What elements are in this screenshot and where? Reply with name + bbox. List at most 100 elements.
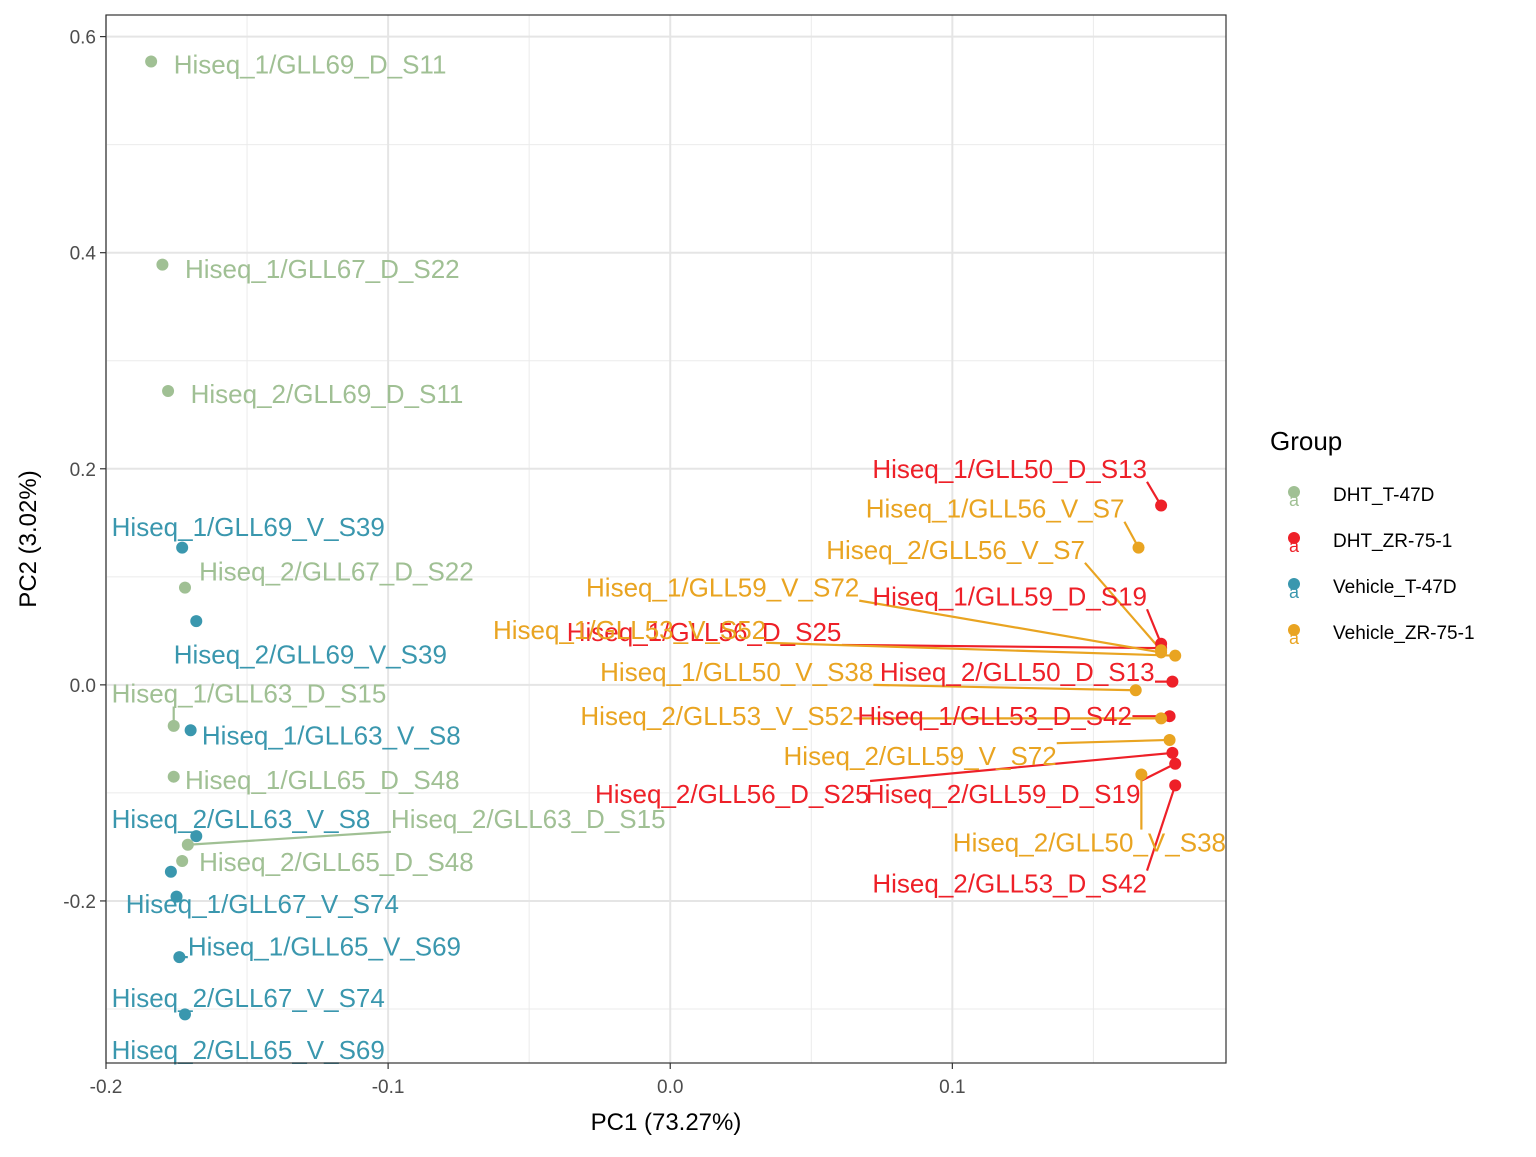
scatter-point — [178, 581, 191, 594]
label-leader-line — [1084, 562, 1162, 652]
x-tick-label: 0.0 — [657, 1077, 683, 1098]
scatter-point — [190, 830, 203, 843]
scatter-point — [176, 854, 189, 867]
scatter-point — [1135, 768, 1148, 781]
scatter-point — [170, 890, 183, 903]
scatter-point — [173, 951, 186, 964]
y-axis-title: PC2 (3.02%) — [15, 470, 42, 607]
scatter-point — [1129, 684, 1142, 697]
label-leader-line — [869, 751, 1173, 783]
label-leader-line — [1140, 762, 1176, 782]
legend-key-point — [1288, 624, 1300, 636]
point-label: Hiseq_2/GLL53_D_S42 — [872, 869, 1147, 899]
label-leader-line — [766, 641, 1176, 657]
legend-entry-label: DHT_ZR-75-1 — [1333, 531, 1452, 552]
scatter-point — [145, 55, 158, 68]
point-label: Hiseq_1/GLL65_D_S48 — [185, 765, 460, 795]
point-label: Hiseq_1/GLL50_D_S13 — [872, 454, 1147, 484]
point-label: Hiseq_2/GLL67_V_S74 — [112, 983, 385, 1013]
point-label: Hiseq_2/GLL56_V_S7 — [826, 535, 1085, 565]
point-label: Hiseq_2/GLL59_V_S72 — [784, 741, 1057, 771]
legend-key-glyph: a — [1289, 628, 1300, 648]
scatter-point — [1166, 675, 1179, 688]
point-label: Hiseq_2/GLL56_D_S25 — [595, 779, 870, 809]
point-label: Hiseq_2/GLL65_V_S69 — [112, 1035, 385, 1065]
point-labels: Hiseq_1/GLL69_D_S11 Hiseq_1/GLL67_D_S22 Hi… — [112, 50, 1226, 1065]
label-leader-line — [1145, 608, 1163, 645]
point-label: Hiseq_2/GLL50_V_S38 — [953, 828, 1226, 858]
label-leader-line — [1145, 784, 1177, 871]
point-label: Hiseq_1/GLL50_V_S38 — [600, 657, 873, 687]
y-tick-label: 0.4 — [70, 244, 97, 265]
point-label: Hiseq_2/GLL50_D_S13 — [880, 657, 1155, 687]
panel-background — [106, 15, 1226, 1063]
point-label: Hiseq_1/GLL59_D_S19 — [872, 581, 1147, 611]
scatter-point — [181, 838, 194, 851]
y-tick-label: 0.0 — [70, 676, 96, 697]
point-label: Hiseq_1/GLL53_V_S52 — [493, 615, 766, 645]
legend-key-point — [1288, 578, 1300, 590]
point-label: Hiseq_2/GLL59_D_S19 — [866, 779, 1141, 809]
label-leader-line — [1056, 738, 1170, 745]
scatter-point — [167, 770, 180, 783]
scatter-point — [164, 865, 177, 878]
legend-key-glyph: a — [1289, 536, 1300, 556]
scatter-point — [184, 724, 197, 737]
label-leader-line — [859, 599, 1162, 654]
scatter-point — [1155, 646, 1168, 659]
point-label: Hiseq_1/GLL67_V_S74 — [126, 889, 399, 919]
point-label: Hiseq_1/GLL63_D_S15 — [112, 678, 387, 708]
scatter-point — [1169, 649, 1182, 662]
legend-key-glyph: a — [1289, 490, 1300, 510]
scatter-point — [1155, 499, 1168, 512]
point-label: Hiseq_2/GLL65_D_S48 — [199, 847, 474, 877]
point-label: Hiseq_1/GLL67_D_S22 — [185, 254, 460, 284]
label-leader-lines — [172, 481, 1177, 959]
point-label: Hiseq_1/GLL56_V_S7 — [866, 494, 1125, 524]
scatter-point — [1169, 779, 1182, 792]
legend-key-glyph: a — [1289, 582, 1300, 602]
point-label: Hiseq_2/GLL63_V_S8 — [112, 804, 371, 834]
point-label: Hiseq_1/GLL69_D_S11 — [174, 50, 447, 80]
scatter-point — [1155, 712, 1168, 725]
scatter-point — [178, 1008, 191, 1021]
x-axis-ticks: -0.2 -0.1 0.0 0.1 — [90, 1063, 966, 1098]
label-leader-line — [841, 643, 1162, 650]
scatter-point — [156, 258, 169, 271]
point-label: Hiseq_1/GLL65_V_S69 — [188, 931, 461, 961]
scatter-point — [1166, 746, 1179, 759]
point-label: Hiseq_2/GLL69_D_S11 — [191, 379, 464, 409]
scatter-point — [1132, 541, 1145, 554]
y-axis-ticks: -0.2 0.0 0.2 0.4 0.6 — [63, 28, 106, 913]
legend-entry-label: DHT_T-47D — [1333, 485, 1434, 506]
legend-key-point — [1288, 486, 1300, 498]
y-tick-label: -0.2 — [63, 892, 96, 913]
point-label: Hiseq_2/GLL67_D_S22 — [199, 556, 474, 586]
legend-title: Group — [1270, 426, 1342, 456]
scatter-point — [162, 384, 175, 397]
x-axis-title: PC1 (73.27%) — [591, 1109, 742, 1136]
point-label: Hiseq_1/GLL56_D_S25 — [567, 617, 842, 647]
label-leader-line — [187, 830, 392, 846]
label-leader-line — [873, 683, 1136, 692]
y-tick-label: 0.2 — [70, 460, 96, 481]
point-label: Hiseq_1/GLL69_V_S39 — [112, 512, 385, 542]
legend-entry-label: Vehicle_T-47D — [1333, 577, 1457, 598]
x-tick-label: -0.2 — [90, 1077, 123, 1098]
panel-border — [105, 14, 1227, 1064]
x-tick-label: -0.1 — [372, 1077, 405, 1098]
point-label: Hiseq_2/GLL69_V_S39 — [174, 640, 447, 670]
scatter-point — [190, 615, 203, 628]
scatter-point — [1163, 733, 1176, 746]
legend-entry-label: Vehicle_ZR-75-1 — [1333, 623, 1475, 644]
point-label: Hiseq_2/GLL63_D_S15 — [391, 804, 666, 834]
point-label: Hiseq_1/GLL63_V_S8 — [202, 721, 461, 751]
y-tick-label: 0.6 — [70, 28, 96, 49]
point-label: Hiseq_2/GLL53_V_S52 — [580, 701, 853, 731]
x-tick-label: 0.1 — [939, 1077, 965, 1098]
point-label: Hiseq_1/GLL53_D_S42 — [857, 701, 1132, 731]
